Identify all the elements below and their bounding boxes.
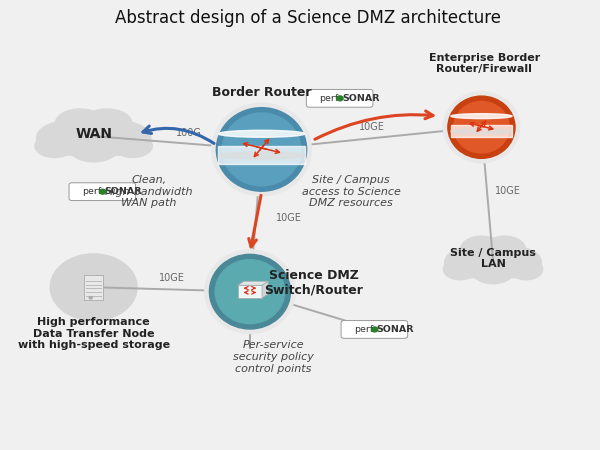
Ellipse shape	[217, 108, 307, 191]
Text: Site / Campus
access to Science
DMZ resources: Site / Campus access to Science DMZ reso…	[302, 175, 401, 208]
Ellipse shape	[460, 240, 526, 281]
Ellipse shape	[55, 113, 133, 159]
Ellipse shape	[215, 260, 284, 324]
Text: SONAR: SONAR	[342, 94, 379, 103]
Circle shape	[89, 297, 92, 299]
Ellipse shape	[461, 236, 503, 262]
FancyBboxPatch shape	[341, 320, 407, 338]
Ellipse shape	[37, 122, 94, 155]
Bar	[218, 146, 305, 164]
Ellipse shape	[448, 96, 515, 158]
Polygon shape	[238, 285, 262, 298]
Text: 10GE: 10GE	[496, 186, 521, 196]
Text: Clean,
High-bandwidth
WAN path: Clean, High-bandwidth WAN path	[104, 175, 193, 208]
Ellipse shape	[94, 122, 151, 155]
Ellipse shape	[218, 130, 305, 137]
Ellipse shape	[205, 250, 295, 333]
Ellipse shape	[445, 248, 493, 278]
Ellipse shape	[451, 114, 512, 119]
Ellipse shape	[509, 259, 542, 280]
Ellipse shape	[443, 259, 476, 280]
Circle shape	[371, 327, 378, 332]
Text: SONAR: SONAR	[377, 325, 414, 334]
Text: perf: perf	[82, 187, 101, 196]
Ellipse shape	[55, 109, 105, 138]
Text: Border Router: Border Router	[212, 86, 311, 99]
Text: High performance
Data Transfer Node
with high-speed storage: High performance Data Transfer Node with…	[17, 317, 170, 351]
Text: SONAR: SONAR	[104, 187, 142, 196]
Ellipse shape	[69, 133, 118, 162]
Text: WAN: WAN	[75, 127, 112, 141]
Text: Site / Campus
LAN: Site / Campus LAN	[450, 248, 536, 269]
Ellipse shape	[35, 135, 74, 157]
Text: 100G: 100G	[176, 128, 202, 138]
Circle shape	[100, 189, 106, 194]
FancyBboxPatch shape	[307, 90, 373, 107]
Ellipse shape	[493, 248, 541, 278]
Text: 10GE: 10GE	[359, 122, 385, 132]
Text: Per-service
security policy
control points: Per-service security policy control poin…	[233, 340, 314, 374]
Bar	[451, 125, 512, 137]
Text: Enterprise Border
Router/Firewall: Enterprise Border Router/Firewall	[429, 53, 540, 74]
Ellipse shape	[113, 135, 152, 157]
Ellipse shape	[209, 254, 290, 329]
Text: Science DMZ
Switch/Router: Science DMZ Switch/Router	[264, 269, 363, 297]
FancyBboxPatch shape	[69, 183, 136, 201]
Ellipse shape	[222, 113, 301, 186]
Circle shape	[50, 254, 137, 320]
Ellipse shape	[212, 103, 311, 196]
Text: perf: perf	[354, 325, 373, 334]
Ellipse shape	[454, 101, 509, 153]
Text: 10GE: 10GE	[159, 273, 185, 283]
Text: Abstract design of a Science DMZ architecture: Abstract design of a Science DMZ archite…	[115, 9, 501, 27]
Ellipse shape	[484, 236, 526, 262]
Ellipse shape	[443, 92, 520, 163]
Ellipse shape	[82, 109, 132, 138]
Polygon shape	[262, 281, 268, 298]
Text: perf: perf	[319, 94, 338, 103]
Circle shape	[337, 96, 343, 101]
Ellipse shape	[472, 257, 514, 284]
Polygon shape	[238, 281, 268, 285]
FancyBboxPatch shape	[84, 274, 103, 300]
Ellipse shape	[218, 152, 305, 159]
Ellipse shape	[451, 129, 512, 134]
Text: 10GE: 10GE	[276, 212, 302, 223]
